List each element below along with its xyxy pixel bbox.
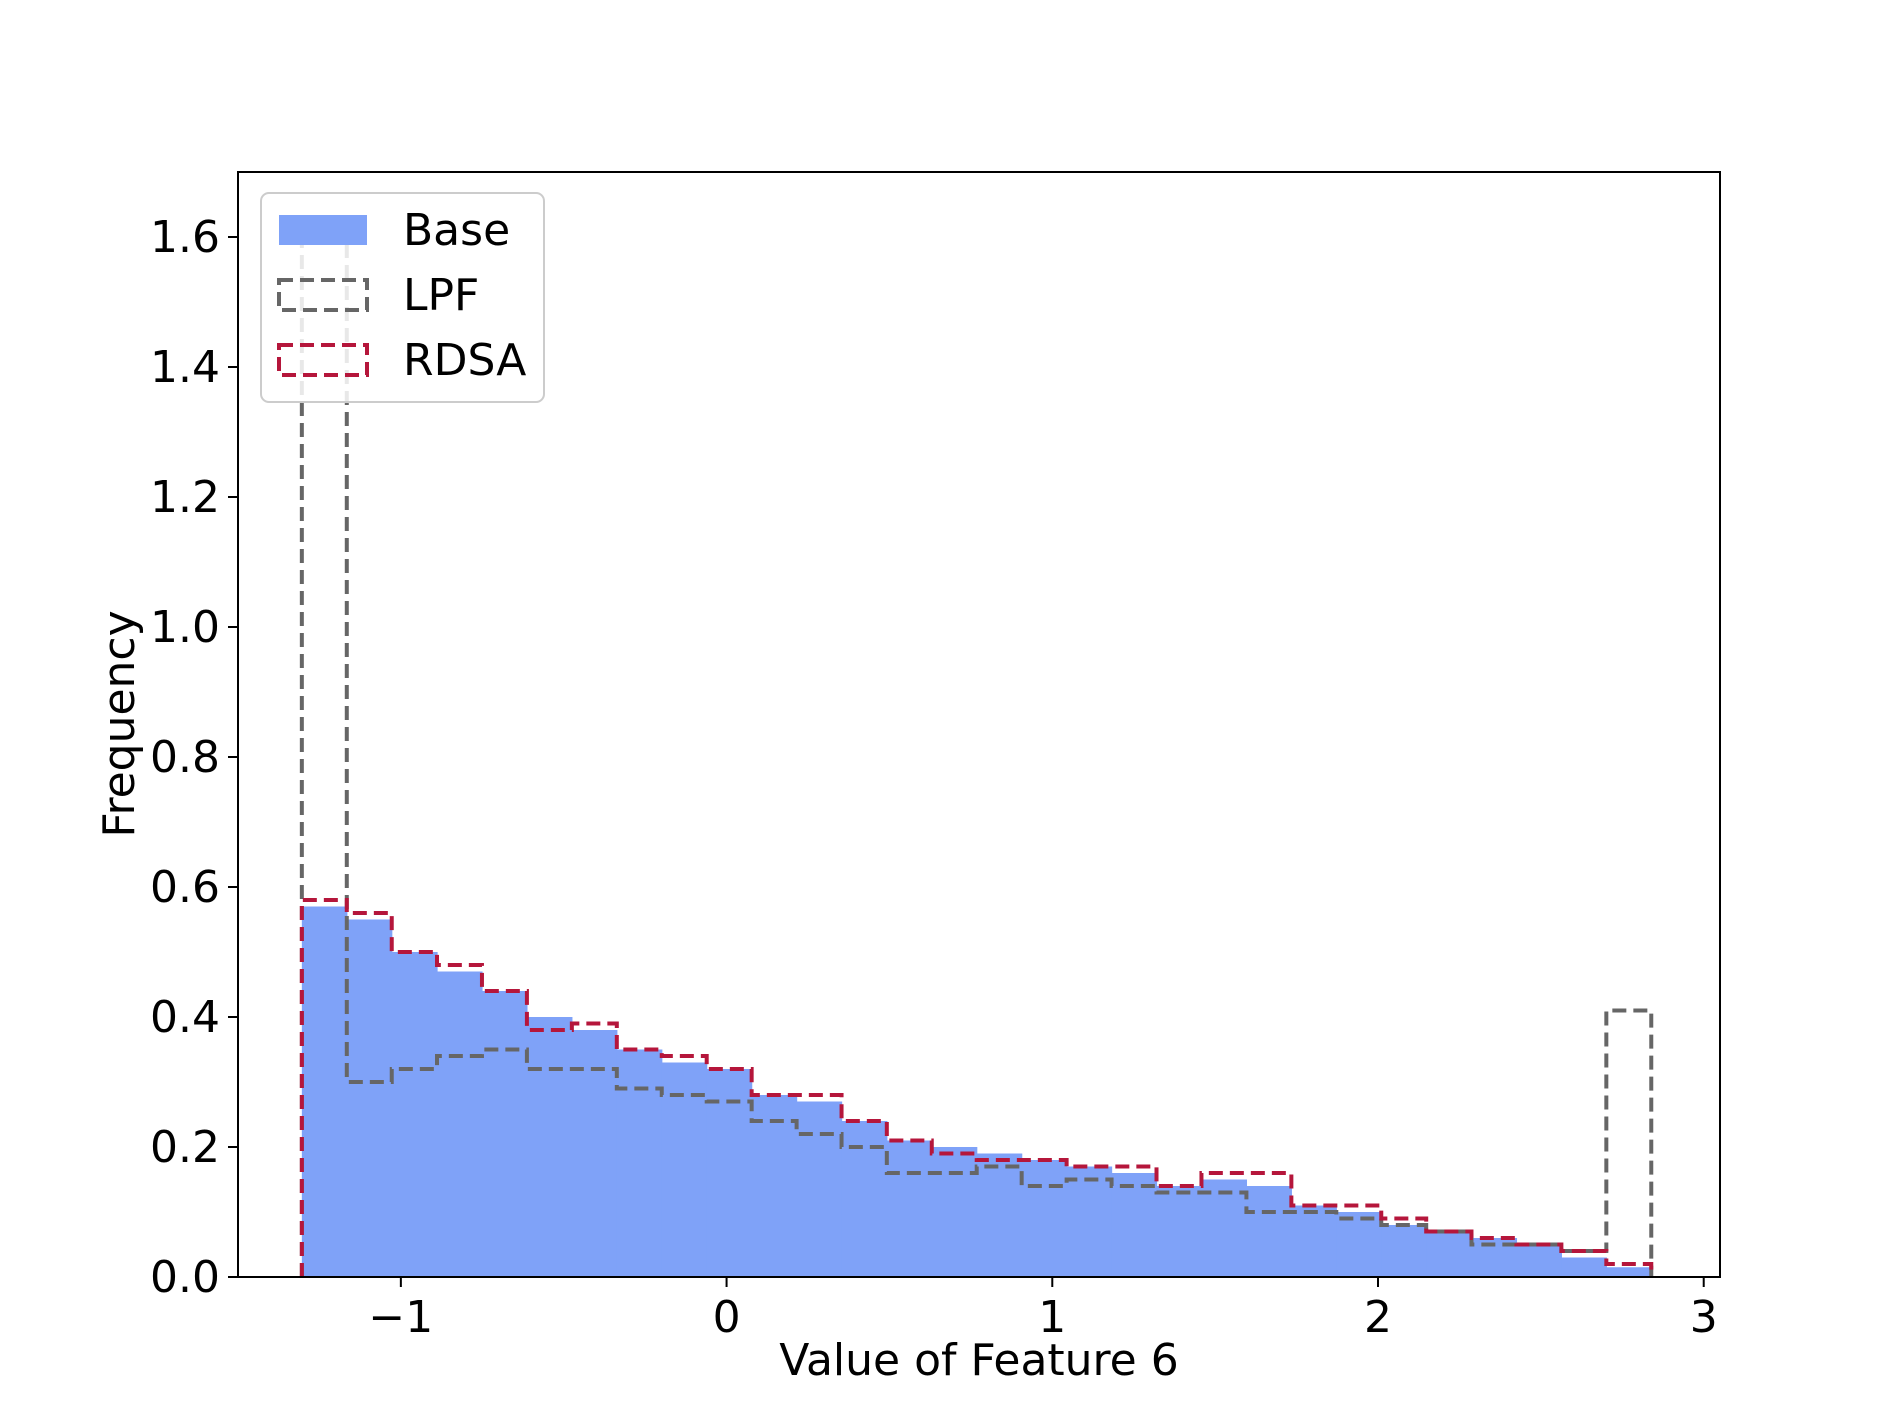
bar-base xyxy=(931,1147,978,1277)
y-tick-label: 0.4 xyxy=(150,992,220,1043)
bar-base xyxy=(1606,1267,1652,1277)
bar-base xyxy=(706,1069,753,1277)
bar-base xyxy=(661,1062,708,1277)
bar-base xyxy=(751,1095,798,1277)
bar-base xyxy=(1066,1166,1113,1277)
bar-base xyxy=(1201,1179,1248,1277)
legend-label-lpf: LPF xyxy=(403,270,479,321)
step-outline-rdsa xyxy=(299,898,1654,1277)
y-tick-label: 1.4 xyxy=(150,342,220,393)
bar-base xyxy=(976,1153,1023,1277)
series-layer xyxy=(299,235,1654,1277)
y-tick-label: 0.0 xyxy=(150,1252,220,1303)
y-axis-label: Frequency xyxy=(94,610,145,837)
bar-base xyxy=(886,1140,933,1277)
plot-area-frame xyxy=(237,171,1721,1278)
bar-base xyxy=(1246,1186,1292,1277)
bar-base xyxy=(1336,1212,1382,1277)
legend-label-base: Base xyxy=(403,205,510,256)
bar-base xyxy=(346,919,393,1277)
bar-base xyxy=(1381,1225,1427,1277)
y-tick-label: 1.0 xyxy=(150,602,220,653)
bar-base xyxy=(437,971,483,1277)
y-tick-label: 0.2 xyxy=(150,1122,220,1173)
bar-base xyxy=(391,952,438,1277)
y-tick-label: 1.2 xyxy=(150,472,220,523)
bar-base xyxy=(526,1017,573,1277)
bar-base xyxy=(1156,1186,1203,1277)
legend-swatch-rdsa xyxy=(277,343,369,377)
bar-base xyxy=(1516,1244,1562,1277)
y-tick-label: 1.6 xyxy=(150,212,220,263)
y-tick-label: 0.6 xyxy=(150,862,220,913)
axes-layer: −1 0 1 2 3 0.0 0.2 0.4 0.6 0.8 1.0 1.2 1.4 1.6 xyxy=(150,212,1718,1343)
bar-base xyxy=(1426,1231,1473,1277)
legend: Base LPF RDSA xyxy=(260,192,545,403)
legend-swatch-base xyxy=(279,215,367,245)
x-tick-label: 2 xyxy=(1364,1292,1392,1343)
legend-box xyxy=(260,192,545,403)
legend-label-rdsa: RDSA xyxy=(403,335,526,386)
bar-base xyxy=(1291,1205,1337,1277)
bar-base xyxy=(1021,1160,1068,1277)
bar-base xyxy=(1111,1173,1158,1277)
x-tick-label: 3 xyxy=(1690,1292,1718,1343)
bar-base xyxy=(796,1101,843,1277)
bar-base xyxy=(571,1030,618,1277)
bar-base xyxy=(481,991,528,1277)
bar-base xyxy=(841,1121,888,1277)
x-axis-label: Value of Feature 6 xyxy=(779,1335,1178,1386)
x-tick-label: −1 xyxy=(368,1292,433,1343)
bar-base xyxy=(301,906,348,1277)
x-tick-label: 1 xyxy=(1038,1292,1066,1343)
x-tick-label: 0 xyxy=(713,1292,741,1343)
bar-base xyxy=(1561,1257,1607,1277)
bar-base xyxy=(616,1049,663,1277)
y-tick-label: 0.8 xyxy=(150,732,220,783)
legend-swatch-lpf xyxy=(277,278,369,312)
